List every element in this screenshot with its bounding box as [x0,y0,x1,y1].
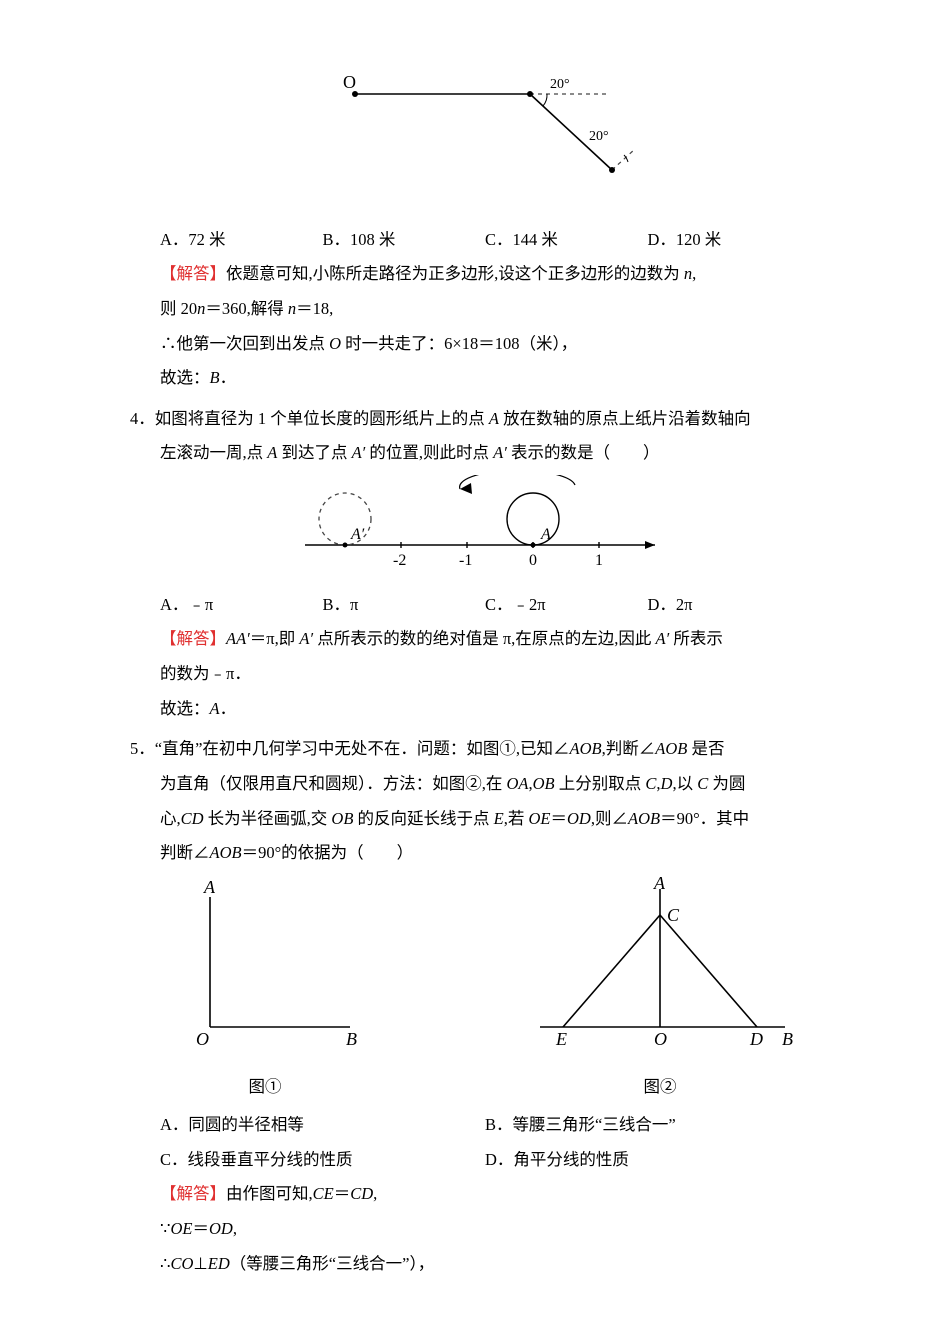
q5-diagram1: A O B [160,877,370,1057]
q5-options-row1: A．同圆的半径相等 B．等腰三角形“三线合一” [160,1108,810,1143]
q5: 5．“直角”在初中几何学习中无处不在．问题：如图①,已知∠AOB,判断∠AOB … [160,732,810,1281]
q5d2-D: D [749,1029,763,1049]
q4-diagram-container: -2 -1 0 1 A A′ [160,475,810,588]
q3-sol-line1: 【解答】依题意可知,小陈所走路径为正多边形,设这个正多边形的边数为 n, [160,257,810,292]
q3-sol-line3: ∴他第一次回到出发点 O 时一共走了：6×18＝108（米）， [160,327,810,362]
q3-label-O: O [343,72,356,92]
q4: 4．如图将直径为 1 个单位长度的圆形纸片上的点 A 放在数轴的原点上纸片沿着数… [160,402,810,726]
q4-options: A．﹣π B．π C．﹣2π D．2π [160,588,810,623]
q5-stem-line4: 判断∠AOB＝90°的依据为（ ） [160,836,810,871]
q5-opt-B[interactable]: B．等腰三角形“三线合一” [485,1108,810,1143]
q4-opt-A[interactable]: A．﹣π [160,588,323,623]
q5d1-B: B [346,1029,357,1049]
solution-tag: 【解答】 [160,1184,226,1203]
q4-label-Aprime: A′ [350,526,365,543]
q4-tick--2: -2 [393,552,406,569]
q5-opt-D[interactable]: D．角平分线的性质 [485,1143,810,1178]
q4-sol-line1: 【解答】AA′＝π,即 A′ 点所表示的数的绝对值是 π,在原点的左边,因此 A… [160,622,810,657]
q5-sol-line1: 【解答】由作图可知,CE＝CD, [160,1177,810,1212]
q5d2-C: C [667,905,680,925]
q3-diagram-container: O 20° 20° [160,70,810,193]
q5-sol-line3: ∴CO⊥ED（等腰三角形“三线合一”）， [160,1247,810,1282]
q5-opt-A[interactable]: A．同圆的半径相等 [160,1108,485,1143]
solution-tag: 【解答】 [160,629,226,648]
q5-number: 5． [130,739,155,758]
q4-sol-line2: 的数为﹣π． [160,657,810,692]
q5-stem-line2: 为直角（仅限用直尺和圆规）．方法：如图②,在 OA,OB 上分别取点 C,D,以… [160,767,810,802]
q3-options: A．72 米 B．108 米 C．144 米 D．120 米 [160,223,810,258]
q4-tick-1: 1 [595,552,603,569]
q3-sol-line4: 故选：B． [160,361,810,396]
q5-sol-line2: ∵OE＝OD, [160,1212,810,1247]
q3-opt-C[interactable]: C．144 米 [485,223,648,258]
q5-stem-line3: 心,CD 长为半径画弧,交 OB 的反向延长线于点 E,若 OE＝OD,则∠AO… [160,802,810,837]
q5d2-O: O [654,1029,667,1049]
q4-tick--1: -1 [459,552,472,569]
q5-options-row2: C．线段垂直平分线的性质 D．角平分线的性质 [160,1143,810,1178]
q4-tick-0: 0 [529,552,537,569]
q4-label-A: A [540,526,551,543]
q5-diagram1-container: A O B 图① [160,877,370,1104]
q5d1-A: A [203,877,216,897]
q4-opt-C[interactable]: C．﹣2π [485,588,648,623]
q4-diagram: -2 -1 0 1 A A′ [295,475,675,575]
q4-sol-line3: 故选：A． [160,692,810,727]
q5-diagram2: A C E O D B [510,877,810,1057]
q5-diagram2-caption: 图② [510,1070,810,1105]
q3-opt-A[interactable]: A．72 米 [160,223,323,258]
solution-tag: 【解答】 [160,264,226,283]
q5d2-A: A [653,877,666,893]
q3-diagram: O 20° 20° [335,70,635,180]
q4-number: 4． [130,409,155,428]
q5d2-E: E [555,1029,567,1049]
q5-diagram1-caption: 图① [160,1070,370,1105]
q5-diagrams: A O B 图① A C E O D B [160,877,810,1104]
q4-stem-line2: 左滚动一周,点 A 到达了点 A′ 的位置,则此时点 A′ 表示的数是（ ） [160,436,810,471]
q5-stem-line1: 5．“直角”在初中几何学习中无处不在．问题：如图①,已知∠AOB,判断∠AOB … [160,732,810,767]
q4-opt-D[interactable]: D．2π [648,588,811,623]
q3-angle-top: 20° [550,77,570,92]
q5-diagram2-container: A C E O D B 图② [510,877,810,1104]
q3-sol-line2: 则 20n＝360,解得 n＝18, [160,292,810,327]
q4-opt-B[interactable]: B．π [323,588,486,623]
q5d1-O: O [196,1029,209,1049]
q5d2-B: B [782,1029,793,1049]
q3-opt-B[interactable]: B．108 米 [323,223,486,258]
q3-angle-bottom: 20° [589,129,609,144]
q3-opt-D[interactable]: D．120 米 [648,223,811,258]
q4-stem-line1: 4．如图将直径为 1 个单位长度的圆形纸片上的点 A 放在数轴的原点上纸片沿着数… [160,402,810,437]
q5-opt-C[interactable]: C．线段垂直平分线的性质 [160,1143,485,1178]
